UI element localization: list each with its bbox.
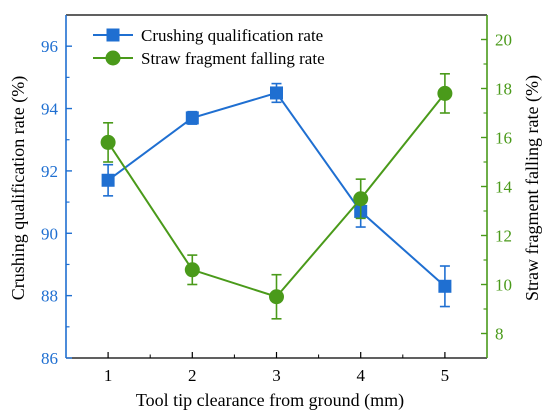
data-point-circle xyxy=(437,85,453,101)
series-1 xyxy=(101,82,452,308)
data-point-square xyxy=(270,86,283,100)
right-axis-ticks: 8 10 12 14 16 18 20 xyxy=(481,31,513,344)
data-point-square xyxy=(185,111,199,125)
legend-label: Crushing qualification rate xyxy=(141,26,323,45)
series-2 xyxy=(100,73,453,320)
series-line xyxy=(107,92,446,298)
x-axis-ticks: 1 2 3 4 5 xyxy=(104,352,449,385)
right-tick-label: 10 xyxy=(495,276,512,295)
x-tick-label: 3 xyxy=(272,366,281,385)
right-tick-label: 20 xyxy=(495,31,512,50)
left-tick-label: 94 xyxy=(41,100,59,119)
x-tick-label: 5 xyxy=(441,366,450,385)
left-tick-label: 96 xyxy=(41,37,58,56)
x-tick-label: 1 xyxy=(104,366,113,385)
x-axis-title: Tool tip clearance from ground (mm) xyxy=(136,390,404,411)
legend-marker-square xyxy=(106,28,120,42)
left-tick-label: 90 xyxy=(41,224,58,243)
data-point-circle xyxy=(353,191,369,207)
data-point-circle xyxy=(184,262,200,278)
legend-item-2: Straw fragment falling rate xyxy=(93,49,325,68)
right-axis-title: Straw fragment falling rate (%) xyxy=(522,75,543,301)
left-tick-label: 86 xyxy=(41,349,58,368)
data-point-circle xyxy=(269,289,284,305)
left-axis-title: Crushing qualification rate (%) xyxy=(8,76,29,300)
legend: Crushing qualification rate Straw fragmen… xyxy=(93,26,325,68)
series-line xyxy=(107,91,446,288)
data-point-circle xyxy=(100,134,116,150)
left-tick-label: 92 xyxy=(41,162,58,181)
x-tick-label: 4 xyxy=(356,366,365,385)
right-tick-label: 8 xyxy=(495,325,504,344)
right-tick-label: 12 xyxy=(495,227,512,246)
right-tick-label: 18 xyxy=(495,80,512,99)
right-tick-label: 16 xyxy=(495,129,512,148)
data-point-square xyxy=(101,173,115,187)
left-axis-ticks: 86 88 90 92 94 96 xyxy=(41,37,72,368)
series-group xyxy=(100,73,453,320)
right-tick-label: 14 xyxy=(495,178,513,197)
left-tick-label: 88 xyxy=(41,287,58,306)
data-point-square xyxy=(438,279,452,293)
x-tick-label: 2 xyxy=(188,366,197,385)
legend-marker-circle xyxy=(105,50,121,66)
legend-item-1: Crushing qualification rate xyxy=(93,26,323,45)
legend-label: Straw fragment falling rate xyxy=(141,49,325,68)
